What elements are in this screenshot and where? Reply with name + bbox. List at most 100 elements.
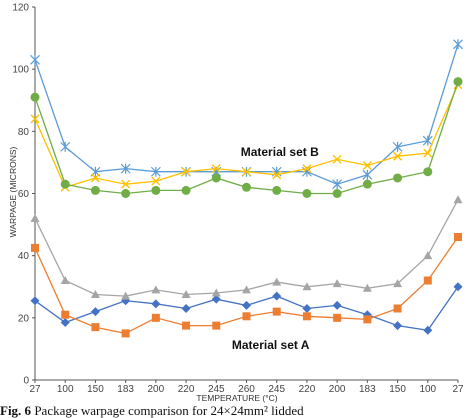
data-point xyxy=(272,185,282,195)
data-point xyxy=(393,151,403,161)
data-point xyxy=(121,179,131,189)
data-point xyxy=(302,282,312,291)
data-point xyxy=(30,114,40,124)
data-point xyxy=(272,170,282,180)
data-point xyxy=(453,282,463,292)
data-point xyxy=(212,321,221,330)
data-point xyxy=(242,285,251,294)
data-point xyxy=(211,294,221,304)
data-point xyxy=(302,312,311,321)
data-point xyxy=(90,290,100,299)
data-point xyxy=(242,167,251,177)
y-tick-label: 120 xyxy=(12,3,29,14)
data-point xyxy=(333,313,342,322)
y-tick-label: 60 xyxy=(18,189,30,200)
series-3 xyxy=(30,195,463,300)
y-axis: 0 20 40 60 80 100 120 xyxy=(12,3,36,387)
data-point xyxy=(393,321,403,331)
data-point xyxy=(272,277,282,286)
x-tick-label: 100 xyxy=(57,384,74,395)
data-point xyxy=(363,315,372,324)
data-point xyxy=(90,185,100,195)
series-line xyxy=(34,199,459,297)
data-point xyxy=(151,313,160,322)
x-tick-label: 183 xyxy=(359,384,376,395)
x-tick-label: 200 xyxy=(148,384,165,395)
x-axis: 27 100 150 183 200 220 245 260 245 220 200 183 150 10… xyxy=(29,379,464,395)
x-tick-label: 150 xyxy=(389,384,406,395)
annotation-2: Material set A xyxy=(232,338,310,352)
data-point xyxy=(242,312,251,321)
data-point xyxy=(90,173,100,183)
x-tick-label: 150 xyxy=(87,384,104,395)
series-layer xyxy=(30,39,463,338)
figure-caption-label: Fig. 6 xyxy=(0,404,32,418)
data-point xyxy=(272,291,282,301)
data-point xyxy=(332,154,342,164)
data-point xyxy=(181,304,191,314)
data-point xyxy=(211,164,221,174)
data-point xyxy=(332,189,342,198)
y-axis-title: WARPAGE (MICRONS) xyxy=(8,147,18,238)
data-point xyxy=(423,276,432,285)
data-point xyxy=(60,317,70,327)
x-tick-label: 220 xyxy=(299,384,316,395)
data-point xyxy=(30,92,40,102)
figure-caption: Fig. 6 Package warpage comparison for 24… xyxy=(0,404,474,418)
data-point xyxy=(181,290,191,299)
data-point xyxy=(151,185,161,195)
data-point xyxy=(31,243,39,252)
data-point xyxy=(272,307,281,316)
data-point xyxy=(423,251,433,260)
data-point xyxy=(332,300,342,310)
y-tick-label: 0 xyxy=(23,376,29,387)
data-point xyxy=(393,279,403,288)
x-tick-label: 183 xyxy=(117,384,134,395)
series-2 xyxy=(31,233,462,338)
figure-caption-text: Package warpage comparison for 24×24mm² … xyxy=(34,404,304,418)
data-point xyxy=(423,325,433,335)
data-point xyxy=(453,77,463,87)
data-point xyxy=(91,323,100,332)
data-point xyxy=(151,299,161,309)
data-point xyxy=(393,304,402,313)
y-tick-label: 20 xyxy=(18,313,30,324)
annotation-layer: Material set B Material set A xyxy=(232,145,319,352)
data-point xyxy=(121,189,131,198)
data-point xyxy=(150,166,161,177)
data-point xyxy=(332,179,343,190)
x-tick-label: 220 xyxy=(178,384,195,395)
x-tick-label: 200 xyxy=(329,384,346,395)
data-point xyxy=(423,148,433,158)
warpage-chart: 0 20 40 60 80 100 120 27 100 150 183 200 220 245 260 2… xyxy=(8,3,464,404)
data-point xyxy=(302,189,312,198)
series-5 xyxy=(30,80,463,192)
data-point xyxy=(332,279,342,288)
data-point xyxy=(30,54,40,65)
y-tick-label: 80 xyxy=(18,127,30,138)
data-point xyxy=(30,296,40,306)
data-point xyxy=(242,300,251,310)
data-point xyxy=(453,39,463,50)
data-point xyxy=(302,164,312,174)
data-point xyxy=(302,304,312,314)
data-point xyxy=(121,329,130,338)
x-tick-label: 100 xyxy=(419,384,436,395)
data-point xyxy=(242,182,251,192)
data-point xyxy=(181,185,191,195)
y-tick-label: 100 xyxy=(12,65,29,76)
data-point xyxy=(60,276,70,285)
series-4 xyxy=(30,39,463,190)
y-tick-label: 40 xyxy=(18,251,30,262)
data-point xyxy=(211,173,221,183)
data-point xyxy=(30,213,40,222)
data-point xyxy=(393,173,403,183)
x-tick-label: 245 xyxy=(208,384,225,395)
data-point xyxy=(362,283,372,292)
data-point xyxy=(362,161,372,171)
data-point xyxy=(211,288,221,297)
data-point xyxy=(120,163,131,174)
x-tick-label: 260 xyxy=(238,384,255,395)
x-tick-label: 27 xyxy=(452,384,464,395)
annotation-1: Material set B xyxy=(241,145,319,159)
